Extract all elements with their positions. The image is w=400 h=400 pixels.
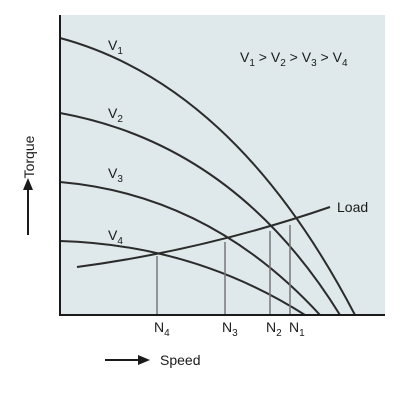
curve-label: V3 [108, 165, 123, 185]
y-axis-label: Torque [21, 135, 37, 178]
speed-label: N1 [289, 319, 305, 339]
torque-arrowhead [23, 178, 33, 190]
label-letter: V [108, 165, 118, 181]
label-subscript: 1 [249, 58, 255, 69]
voltage-relation: V1 > V2 > V3 > V4 [240, 49, 348, 69]
label-subscript: 3 [117, 174, 123, 185]
label-subscript: 4 [342, 58, 348, 69]
label-subscript: 2 [276, 328, 282, 339]
label-letter: V [108, 105, 118, 121]
label-subscript: 3 [232, 328, 238, 339]
speed-arrowhead [138, 355, 150, 365]
label-letter: N [222, 319, 232, 335]
label-letter: N [289, 319, 299, 335]
speed-label: N2 [266, 319, 282, 339]
curve-v1 [59, 37, 356, 316]
speed-label: N3 [222, 319, 238, 339]
curve-v3 [59, 181, 321, 316]
curve-v4 [59, 240, 306, 316]
label-letter: V [333, 49, 343, 65]
label-letter: V [240, 49, 250, 65]
speed-label: N4 [154, 319, 170, 339]
label-subscript: 1 [299, 328, 305, 339]
label-subscript: 2 [117, 114, 123, 125]
curve-label: V2 [108, 105, 123, 125]
label-subscript: 2 [280, 58, 286, 69]
label-subscript: 1 [117, 46, 123, 57]
label-subscript: 4 [117, 236, 123, 247]
relation-operator: > [317, 49, 333, 65]
label-subscript: 3 [311, 58, 317, 69]
label-letter: N [266, 319, 276, 335]
curve-label: V4 [108, 227, 123, 247]
label-letter: V [271, 49, 281, 65]
label-subscript: 4 [164, 328, 170, 339]
load-line [76, 206, 331, 268]
plot-area [60, 15, 385, 315]
label-letter: V [108, 37, 118, 53]
curve-label: V1 [108, 37, 123, 57]
label-letter: V [108, 227, 118, 243]
load-label: Load [337, 199, 368, 215]
label-letter: V [302, 49, 312, 65]
curve-v2 [59, 112, 341, 316]
x-axis-label: Speed [160, 352, 200, 368]
relation-operator: > [255, 49, 271, 65]
relation-operator: > [286, 49, 302, 65]
label-letter: N [154, 319, 164, 335]
